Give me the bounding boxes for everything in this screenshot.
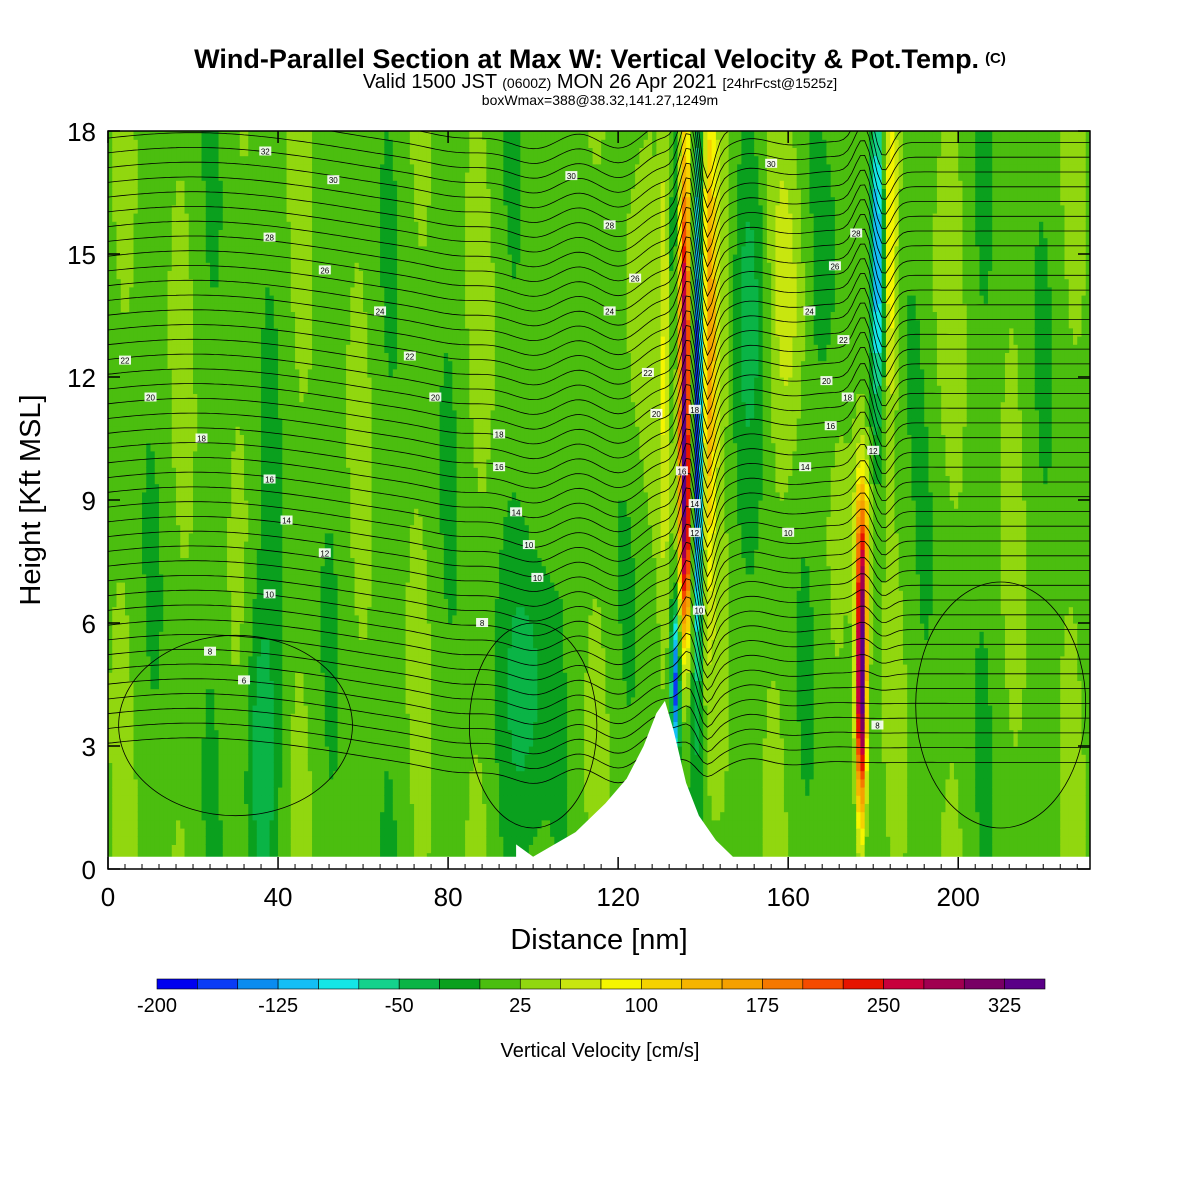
colorbar: -200 -125 -50 25 100 175 250 325 Vertical Veloci… <box>137 979 1045 1062</box>
contour-label: 12 <box>320 549 329 558</box>
colorbar-tick-label: -50 <box>385 995 414 1017</box>
contour-label: 16 <box>495 463 504 472</box>
contour-label: 12 <box>869 447 878 456</box>
contour-label: 8 <box>480 619 485 628</box>
contour-label: 12 <box>690 529 699 538</box>
contour-label: 30 <box>567 172 576 181</box>
colorbar-tick-label: 250 <box>867 995 900 1017</box>
colorbar-swatch <box>520 979 560 989</box>
contour-label: 8 <box>208 648 213 657</box>
velocity-field <box>108 131 1091 870</box>
colorbar-swatch <box>278 979 318 989</box>
colorbar-swatch <box>843 979 883 989</box>
colorbar-swatch <box>399 979 439 989</box>
colorbar-swatch <box>964 979 1004 989</box>
vertical-section-chart: 3230 303028282826262624 24 2422 22222220 2020… <box>0 0 1200 1200</box>
y-tick-label: 12 <box>67 363 96 393</box>
y-tick-label: 15 <box>67 240 96 270</box>
x-tick-label: 200 <box>937 882 980 912</box>
x-tick-label: 120 <box>596 882 639 912</box>
colorbar-swatch <box>1005 979 1045 989</box>
x-tick-label: 0 <box>101 882 115 912</box>
contour-label: 10 <box>784 529 793 538</box>
contour-label: 24 <box>805 307 814 316</box>
colorbar-swatch <box>197 979 237 989</box>
colorbar-swatch <box>884 979 924 989</box>
contour-label: 26 <box>320 266 329 275</box>
colorbar-swatch <box>924 979 964 989</box>
contour-label: 10 <box>524 541 533 550</box>
y-tick-label: 0 <box>82 855 96 885</box>
contour-label: 18 <box>690 406 699 415</box>
contour-label: 22 <box>405 353 414 362</box>
contour-label: 10 <box>694 607 703 616</box>
colorbar-swatch <box>601 979 641 989</box>
contour-label: 14 <box>282 517 291 526</box>
y-tick-label: 18 <box>67 117 96 147</box>
contour-label: 16 <box>677 467 686 476</box>
colorbar-tick-label: -125 <box>258 995 298 1017</box>
colorbar-swatch <box>440 979 480 989</box>
colorbar-swatch <box>641 979 681 989</box>
contour-label: 24 <box>605 307 614 316</box>
colorbar-swatch <box>359 979 399 989</box>
contour-label: 18 <box>197 435 206 444</box>
contour-label: 28 <box>605 221 614 230</box>
contour-label: 28 <box>852 230 861 239</box>
contour-label: 20 <box>146 394 155 403</box>
contour-label: 14 <box>512 508 521 517</box>
x-tick-label: 40 <box>264 882 293 912</box>
contour-label: 30 <box>329 176 338 185</box>
y-axis-label: Height [Kft MSL] <box>15 394 47 605</box>
x-axis-label: Distance [nm] <box>510 924 687 956</box>
x-tick-label: 160 <box>766 882 809 912</box>
colorbar-swatch <box>238 979 278 989</box>
colorbar-swatch <box>561 979 601 989</box>
y-tick-label: 3 <box>82 732 96 762</box>
colorbar-swatch <box>682 979 722 989</box>
contour-label: 14 <box>801 463 810 472</box>
colorbar-swatch <box>803 979 843 989</box>
contour-label: 20 <box>431 394 440 403</box>
x-tick-label: 80 <box>434 882 463 912</box>
colorbar-swatch <box>480 979 520 989</box>
colorbar-tick-label: 175 <box>746 995 779 1017</box>
contour-label: 22 <box>121 357 130 366</box>
colorbar-swatch <box>722 979 762 989</box>
contour-label: 16 <box>826 422 835 431</box>
colorbar-swatch <box>318 979 358 989</box>
y-tick-label: 6 <box>82 609 96 639</box>
colorbar-swatch <box>157 979 197 989</box>
colorbar-tick-label: 100 <box>625 995 658 1017</box>
contour-label: 8 <box>875 722 880 731</box>
colorbar-tick-label: 325 <box>988 995 1021 1017</box>
colorbar-label: Vertical Velocity [cm/s] <box>501 1040 700 1062</box>
contour-label: 18 <box>843 394 852 403</box>
contour-label: 14 <box>690 500 699 509</box>
colorbar-tick-label: 25 <box>509 995 531 1017</box>
contour-label: 32 <box>261 148 270 157</box>
contour-label: 26 <box>631 275 640 284</box>
contour-label: 22 <box>839 336 848 345</box>
contour-label: 10 <box>533 574 542 583</box>
contour-label: 18 <box>495 430 504 439</box>
contour-label: 22 <box>643 369 652 378</box>
contour-label: 28 <box>265 234 274 243</box>
colorbar-tick-label: -200 <box>137 995 177 1017</box>
contour-label: 24 <box>376 307 385 316</box>
contour-label: 20 <box>652 410 661 419</box>
contour-label: 26 <box>830 262 839 271</box>
y-tick-label: 9 <box>82 486 96 516</box>
contour-label: 16 <box>265 476 274 485</box>
colorbar-swatch <box>762 979 802 989</box>
contour-label: 6 <box>242 676 247 685</box>
contour-label: 30 <box>767 160 776 169</box>
contour-label: 20 <box>822 377 831 386</box>
contour-label: 10 <box>265 590 274 599</box>
